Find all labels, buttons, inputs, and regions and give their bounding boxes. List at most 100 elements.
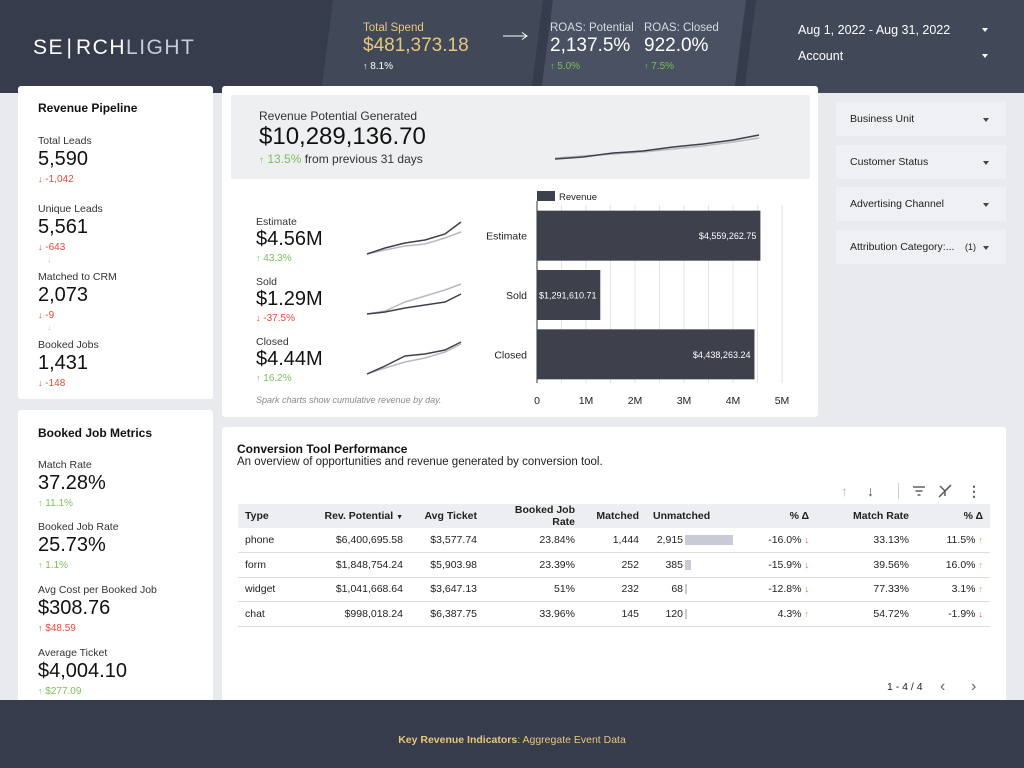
cell-matched: 252	[582, 552, 646, 578]
metric-avg-cost-booked-job: Avg Cost per Booked Job $308.76 ↑ $48.59	[38, 584, 157, 634]
spark-label: Estimate	[256, 216, 297, 228]
spark-change-value: 16.2%	[263, 373, 292, 384]
roas-closed-value: 922.0%	[644, 35, 709, 56]
unmatched-bar	[685, 608, 687, 619]
arrow-up-icon: ↑	[978, 535, 984, 545]
cell-avg-ticket-value: $3,647.13	[430, 583, 477, 596]
spark-estimate: Estimate $4.56M ↑ 43.3%	[256, 216, 323, 264]
total-spend-change-value: 8.1%	[370, 61, 394, 72]
col-pct-delta-1[interactable]: % Δ	[746, 504, 816, 528]
col-match-rate[interactable]: Match Rate	[816, 504, 916, 528]
cell-unmatched: 68	[646, 577, 746, 602]
spark-change-value: -37.5%	[263, 313, 295, 324]
arrow-down-icon: ↓	[256, 313, 261, 323]
metric-match-rate: Match Rate 37.28% ↑ 11.1%	[38, 459, 106, 509]
metric-change: ↓ -643	[38, 242, 103, 253]
sort-descending-icon[interactable]: ↓	[867, 483, 874, 499]
x-tick-label: 3M	[677, 395, 692, 407]
bar-closed	[537, 329, 755, 380]
metric-label: Average Ticket	[38, 647, 108, 659]
col-rev-potential[interactable]: Rev. Potential ▼	[310, 504, 410, 528]
cell-matched-value: 145	[621, 607, 639, 620]
col-pct-delta-2[interactable]: % Δ	[916, 504, 990, 528]
caret-down-icon	[983, 203, 989, 207]
metric-value: 1,431	[38, 352, 89, 374]
arrow-up-icon: ↑	[259, 155, 264, 166]
col-avg-ticket[interactable]: Avg Ticket	[410, 504, 484, 528]
sort-ascending-icon[interactable]: ↑	[841, 483, 848, 499]
cell-pct-delta-2: 11.5% ↑	[916, 528, 990, 553]
more-vert-icon[interactable]: ⋮	[967, 483, 981, 499]
metric-value: 2,073	[38, 284, 89, 306]
revenue-pipeline-card: Revenue Pipeline Total Leads 5,590 ↓ -1,…	[18, 86, 213, 399]
table-row[interactable]: phone $6,400,695.58 $3,577.74 23.84% 1,444 2,…	[238, 528, 990, 553]
metric-label: Avg Cost per Booked Job	[38, 584, 157, 596]
chevron-right-icon[interactable]: ›	[971, 678, 977, 695]
metric-unique-leads: Unique Leads 5,561 ↓ -643	[38, 203, 103, 253]
roas-potential-label: ROAS: Potential	[550, 22, 634, 34]
date-range-picker[interactable]: Aug 1, 2022 - Aug 31, 2022	[798, 23, 988, 39]
cell-match-rate: 33.13%	[816, 528, 916, 553]
booked-job-metrics-card: Booked Job Metrics Match Rate 37.28% ↑ 1…	[18, 410, 213, 707]
arrow-up-icon: ↑	[38, 560, 43, 570]
metric-change: ↑ $277.09	[38, 686, 127, 697]
cell-pct-delta-2-value: 11.5%	[946, 534, 976, 546]
metric-label: Booked Jobs	[38, 339, 99, 351]
table-row[interactable]: form $1,848,754.24 $5,903.98 23.39% 252 385 -1…	[238, 552, 990, 578]
total-spend-value: $481,373.18	[363, 35, 469, 56]
filter-attribution-category[interactable]: Attribution Category:... (1)	[836, 230, 1006, 264]
cell-type: form	[238, 552, 310, 578]
arrow-down-icon: ↓	[804, 584, 810, 595]
cell-booked-job-rate: 51%	[484, 577, 582, 602]
bar-value-label: $4,559,262.75	[699, 231, 757, 241]
cell-type: phone	[238, 528, 310, 553]
filter-business-unit[interactable]: Business Unit	[836, 102, 1006, 136]
filter-off-icon[interactable]	[938, 484, 952, 498]
spark-value: $1.29M	[256, 288, 323, 310]
col-booked-job-rate[interactable]: Booked Job Rate	[484, 504, 582, 528]
cell-avg-ticket: $5,903.98	[410, 552, 484, 578]
cell-unmatched: 385	[646, 552, 746, 578]
conversion-subtitle: An overview of opportunities and revenue…	[237, 456, 603, 468]
logo-mid: RCH	[76, 36, 127, 59]
chevron-left-icon[interactable]: ‹	[940, 678, 946, 695]
cell-avg-ticket-value: $6,387.75	[430, 607, 477, 620]
filter-customer-status[interactable]: Customer Status	[836, 145, 1006, 179]
arrow-up-icon: ↑	[38, 498, 43, 508]
cell-matched-value: 252	[621, 558, 639, 571]
bar-value-label: $4,438,263.24	[693, 350, 751, 360]
caret-down-icon	[982, 28, 988, 32]
revenue-potential-change-suffix: from previous 31 days	[304, 152, 423, 166]
cell-match-rate-value: 39.56%	[873, 558, 909, 571]
cell-unmatched: 120	[646, 601, 746, 627]
closed-sparkline	[366, 341, 462, 375]
booked-job-metrics-title: Booked Job Metrics	[38, 426, 153, 440]
cell-match-rate-value: 54.72%	[873, 607, 909, 620]
total-spend-change: ↑ 8.1%	[363, 61, 469, 72]
table-row[interactable]: chat $998,018.24 $6,387.75 33.96% 145 120 4.3%…	[238, 601, 990, 627]
arrow-up-icon: ↑	[550, 61, 555, 71]
metric-change: ↓ -148	[38, 378, 99, 389]
cell-booked-job-rate: 23.84%	[484, 528, 582, 553]
roas-potential-change: ↑ 5.0%	[550, 61, 634, 72]
account-select[interactable]: Account	[798, 49, 988, 65]
category-label: Estimate	[486, 231, 527, 243]
cell-type: widget	[238, 577, 310, 602]
filter-icon[interactable]	[912, 485, 926, 497]
cell-pct-delta-1-value: -16.0%	[768, 534, 802, 546]
spark-value: $4.56M	[256, 228, 323, 250]
col-unmatched[interactable]: Unmatched	[646, 504, 746, 528]
x-tick-label: 5M	[775, 395, 790, 407]
arrow-down-icon: ↓	[38, 310, 43, 320]
spark-change: ↑ 43.3%	[256, 253, 323, 264]
col-type[interactable]: Type	[238, 504, 310, 528]
arrow-down-icon: ↓	[47, 322, 52, 332]
col-matched[interactable]: Matched	[582, 504, 646, 528]
filter-advertising-channel[interactable]: Advertising Channel	[836, 187, 1006, 221]
table-row[interactable]: widget $1,041,668.64 $3,647.13 51% 232 68 -12.…	[238, 577, 990, 602]
spark-closed: Closed $4.44M ↑ 16.2%	[256, 336, 323, 384]
roas-closed-change: ↑ 7.5%	[644, 61, 719, 72]
header: SE | RCHLIGHT Total Spend $481,373.18 ↑ 8.…	[0, 0, 1024, 93]
cell-rev-potential: $1,041,668.64	[310, 577, 410, 602]
cell-unmatched-value: 385	[665, 558, 683, 571]
